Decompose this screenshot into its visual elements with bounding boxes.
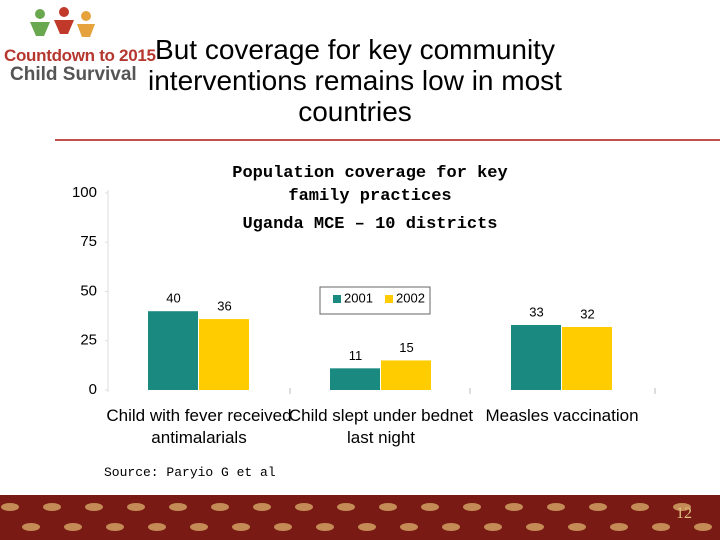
- footer-pattern: [1, 503, 712, 531]
- footprint: [253, 503, 271, 511]
- footprint: [190, 523, 208, 531]
- bar: [148, 311, 198, 390]
- footprint: [169, 503, 187, 511]
- footprint: [127, 503, 145, 511]
- logo-text: Child Survival: [10, 64, 137, 85]
- footprint: [421, 503, 439, 511]
- y-tick-label: 75: [80, 233, 97, 250]
- y-tick-label: 50: [80, 282, 97, 299]
- chart-subtitle: Uganda MCE – 10 districts: [242, 215, 498, 234]
- footprint: [442, 523, 460, 531]
- footprint: [463, 503, 481, 511]
- y-tick-label: 100: [72, 184, 97, 201]
- bar: [562, 326, 612, 390]
- footprint: [568, 523, 586, 531]
- logo-text: Countdown to 2015: [4, 46, 156, 65]
- legend-swatch: [333, 295, 341, 303]
- x-tick-label: Measles vaccination: [485, 406, 639, 425]
- bar: [330, 368, 380, 390]
- legend-box: [319, 286, 431, 315]
- footprint: [547, 503, 565, 511]
- footer-band: [0, 495, 720, 540]
- value-label: 11: [349, 348, 363, 363]
- legend-label: 2001: [344, 290, 373, 305]
- bar: [199, 319, 249, 390]
- value-label: 33: [529, 304, 543, 319]
- footprint: [316, 523, 334, 531]
- bar: [511, 324, 561, 390]
- footprint: [610, 523, 628, 531]
- footprint: [22, 523, 40, 531]
- source: Source: Paryio G et al: [104, 465, 276, 480]
- footprint: [274, 523, 292, 531]
- footprint: [148, 523, 166, 531]
- bar: [381, 360, 431, 390]
- y-tick-label: 0: [89, 381, 97, 398]
- footprint: [673, 503, 691, 511]
- legend-label: 2002: [396, 290, 425, 305]
- slide-title: But coverage for key community intervent…: [148, 34, 562, 127]
- footprint: [337, 503, 355, 511]
- footprint: [295, 503, 313, 511]
- page-number: 12: [676, 505, 692, 522]
- footprint: [484, 523, 502, 531]
- footprint: [400, 523, 418, 531]
- y-tick-label: 25: [80, 332, 97, 349]
- footprint: [106, 523, 124, 531]
- footprint: [211, 503, 229, 511]
- x-tick-label: Child slept under bednet last night: [288, 406, 474, 447]
- footprint: [631, 503, 649, 511]
- footprint: [526, 523, 544, 531]
- footprint: [379, 503, 397, 511]
- footprint: [505, 503, 523, 511]
- value-label: 36: [217, 299, 231, 314]
- logo-figures: [30, 7, 95, 37]
- footprint: [85, 503, 103, 511]
- legend-swatch: [385, 295, 393, 303]
- footprint: [358, 523, 376, 531]
- footprint: [64, 523, 82, 531]
- value-label: 15: [399, 340, 413, 355]
- value-label: 32: [580, 306, 594, 321]
- footprint: [43, 503, 61, 511]
- footprint: [1, 503, 19, 511]
- footprint: [694, 523, 712, 531]
- footprint: [232, 523, 250, 531]
- x-tick-label: Child with fever received antimalarials: [106, 406, 292, 447]
- footprint: [652, 523, 670, 531]
- chart-title: Population coverage for key family pract…: [232, 164, 508, 206]
- value-label: 40: [166, 291, 180, 306]
- footprint: [589, 503, 607, 511]
